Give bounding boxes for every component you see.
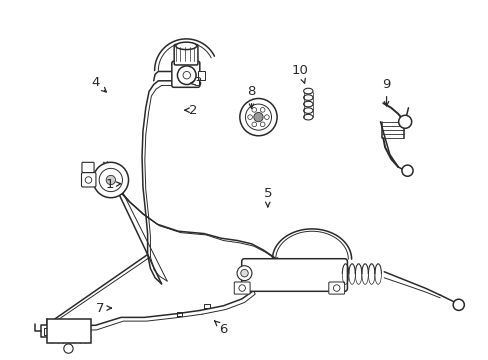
Bar: [46, 319, 91, 343]
Circle shape: [452, 299, 464, 310]
Bar: [198, 72, 204, 80]
Circle shape: [177, 66, 196, 85]
FancyBboxPatch shape: [81, 172, 96, 187]
Circle shape: [264, 115, 268, 120]
Circle shape: [253, 112, 263, 122]
Circle shape: [333, 285, 339, 291]
Circle shape: [240, 269, 248, 277]
Text: 7: 7: [96, 302, 111, 315]
Circle shape: [99, 168, 122, 192]
Circle shape: [401, 165, 412, 176]
Circle shape: [247, 115, 252, 120]
Text: 2: 2: [184, 104, 197, 117]
Text: 9: 9: [382, 78, 390, 106]
Text: 6: 6: [214, 321, 227, 336]
Circle shape: [85, 177, 92, 183]
FancyBboxPatch shape: [82, 162, 94, 172]
Circle shape: [106, 175, 115, 185]
Circle shape: [398, 115, 411, 128]
FancyBboxPatch shape: [241, 259, 346, 291]
Circle shape: [183, 72, 190, 79]
Circle shape: [260, 122, 264, 127]
FancyBboxPatch shape: [171, 61, 200, 87]
Text: 1: 1: [105, 178, 121, 191]
Circle shape: [245, 104, 271, 130]
Circle shape: [93, 162, 128, 198]
Circle shape: [237, 266, 251, 280]
Circle shape: [239, 99, 277, 136]
Text: 5: 5: [263, 188, 271, 207]
Circle shape: [251, 122, 256, 127]
Circle shape: [239, 285, 245, 291]
Text: 3: 3: [190, 76, 202, 89]
Text: 10: 10: [291, 64, 308, 83]
Ellipse shape: [176, 42, 196, 50]
FancyBboxPatch shape: [234, 282, 249, 294]
Circle shape: [63, 344, 73, 353]
Text: 4: 4: [91, 76, 106, 92]
FancyBboxPatch shape: [174, 45, 198, 65]
FancyBboxPatch shape: [328, 282, 344, 294]
Circle shape: [260, 108, 264, 112]
Text: 8: 8: [247, 85, 255, 108]
Circle shape: [251, 108, 256, 112]
